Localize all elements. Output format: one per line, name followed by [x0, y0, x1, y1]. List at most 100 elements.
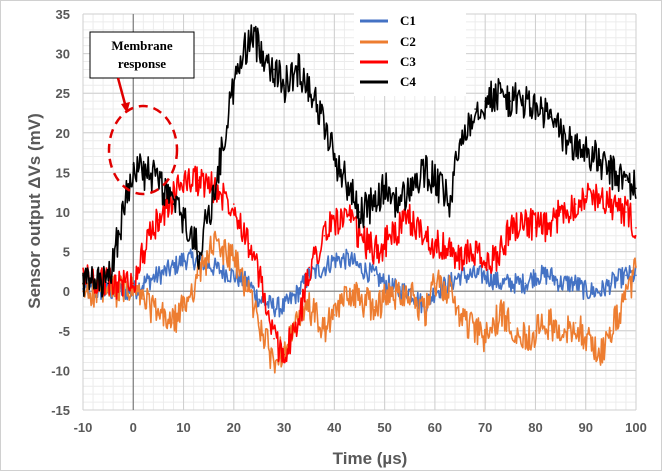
data-point-c3: [142, 250, 145, 253]
data-point-c2: [212, 242, 215, 245]
data-point-c1: [534, 274, 537, 277]
x-tick-label: 100: [625, 420, 647, 435]
data-point-c2: [574, 322, 577, 324]
data-point-c1: [233, 274, 235, 277]
annotation-ellipse: [107, 104, 179, 196]
y-tick-label: -5: [58, 324, 70, 339]
data-point-c4: [559, 132, 562, 134]
data-point-c2: [509, 322, 512, 324]
y-tick-label: 10: [56, 205, 70, 220]
data-point-c1: [298, 290, 300, 293]
data-point-c2: [534, 330, 537, 332]
x-tick-label: 60: [428, 420, 442, 435]
data-point-c1: [574, 282, 577, 285]
data-point-c4: [157, 179, 160, 182]
data-point-c4: [424, 171, 426, 174]
data-point-c3: [509, 227, 512, 229]
data-point-c1: [524, 282, 527, 285]
data-point-c4: [398, 203, 401, 205]
plot-area: [82, 24, 637, 374]
x-axis-title: Time (µs): [333, 449, 408, 468]
data-point-c3: [258, 274, 260, 277]
data-point-c3: [434, 242, 436, 245]
data-point-c2: [625, 298, 627, 300]
data-point-c4: [323, 124, 326, 126]
data-point-c3: [474, 250, 476, 253]
data-point-c2: [584, 337, 587, 340]
data-point-c4: [534, 108, 537, 110]
data-point-c4: [474, 108, 476, 110]
legend-label-c2: C2: [400, 34, 416, 49]
y-tick-label: 0: [63, 284, 70, 299]
data-point-c3: [132, 282, 135, 285]
data-point-c1: [333, 258, 336, 261]
annotation-line-2: response: [118, 56, 166, 71]
data-point-c3: [635, 227, 637, 229]
data-point-c4: [248, 36, 250, 39]
data-point-c2: [283, 345, 285, 348]
x-tick-label: 20: [227, 420, 241, 435]
data-point-c1: [474, 274, 476, 277]
data-point-c4: [408, 187, 411, 190]
data-point-c4: [373, 203, 376, 205]
data-point-c2: [333, 314, 336, 316]
data-point-c3: [308, 266, 311, 269]
data-point-c3: [584, 195, 587, 197]
data-point-c3: [610, 203, 612, 205]
data-point-c2: [484, 337, 486, 340]
data-point-c2: [373, 306, 376, 308]
data-point-c4: [142, 171, 145, 174]
data-point-c3: [348, 219, 351, 221]
data-point-c4: [600, 163, 602, 166]
legend-label-c4: C4: [400, 74, 416, 89]
data-point-c3: [549, 227, 552, 229]
x-tick-label: -10: [74, 420, 93, 435]
data-point-c1: [358, 266, 361, 269]
data-point-c4: [484, 100, 486, 102]
y-axis-title: Sensor output ΔVs (mV): [25, 113, 44, 308]
legend-label-c1: C1: [400, 13, 416, 28]
data-point-c2: [434, 282, 436, 285]
data-point-c3: [197, 179, 200, 182]
data-point-c4: [459, 139, 461, 142]
data-point-c4: [107, 282, 109, 285]
data-point-c2: [449, 290, 451, 293]
data-point-c1: [323, 266, 326, 269]
data-point-c2: [358, 298, 361, 300]
data-point-c3: [333, 219, 336, 221]
data-point-c1: [600, 290, 602, 293]
data-point-c2: [233, 258, 235, 261]
data-point-c3: [600, 195, 602, 197]
data-point-c3: [408, 219, 411, 221]
data-point-c1: [258, 298, 260, 300]
y-tick-label: 30: [56, 47, 70, 62]
data-point-c2: [474, 330, 476, 332]
data-point-c4: [434, 179, 436, 182]
membrane-response-annotation: Membrane response: [89, 31, 195, 196]
y-tick-label: -10: [51, 363, 70, 378]
data-point-c4: [584, 147, 587, 150]
data-point-c3: [484, 266, 486, 269]
data-point-c1: [383, 282, 386, 285]
data-point-c2: [635, 266, 637, 269]
data-point-c2: [499, 314, 502, 316]
data-point-c1: [348, 258, 351, 261]
x-tick-label: 30: [277, 420, 291, 435]
data-point-c2: [197, 274, 200, 277]
data-point-c1: [373, 274, 376, 277]
data-point-c3: [499, 250, 502, 253]
data-point-c2: [308, 306, 311, 308]
x-tick-label: 10: [176, 420, 190, 435]
data-point-c3: [358, 234, 361, 237]
data-point-c4: [610, 171, 612, 174]
data-point-c1: [559, 282, 562, 285]
data-point-c4: [383, 187, 386, 190]
data-point-c4: [509, 100, 512, 102]
data-point-c4: [273, 68, 275, 71]
data-point-c4: [182, 219, 185, 221]
data-point-c2: [142, 298, 145, 300]
x-tick-label: 40: [327, 420, 341, 435]
data-point-c4: [308, 84, 311, 87]
y-tick-label: 15: [56, 165, 70, 180]
